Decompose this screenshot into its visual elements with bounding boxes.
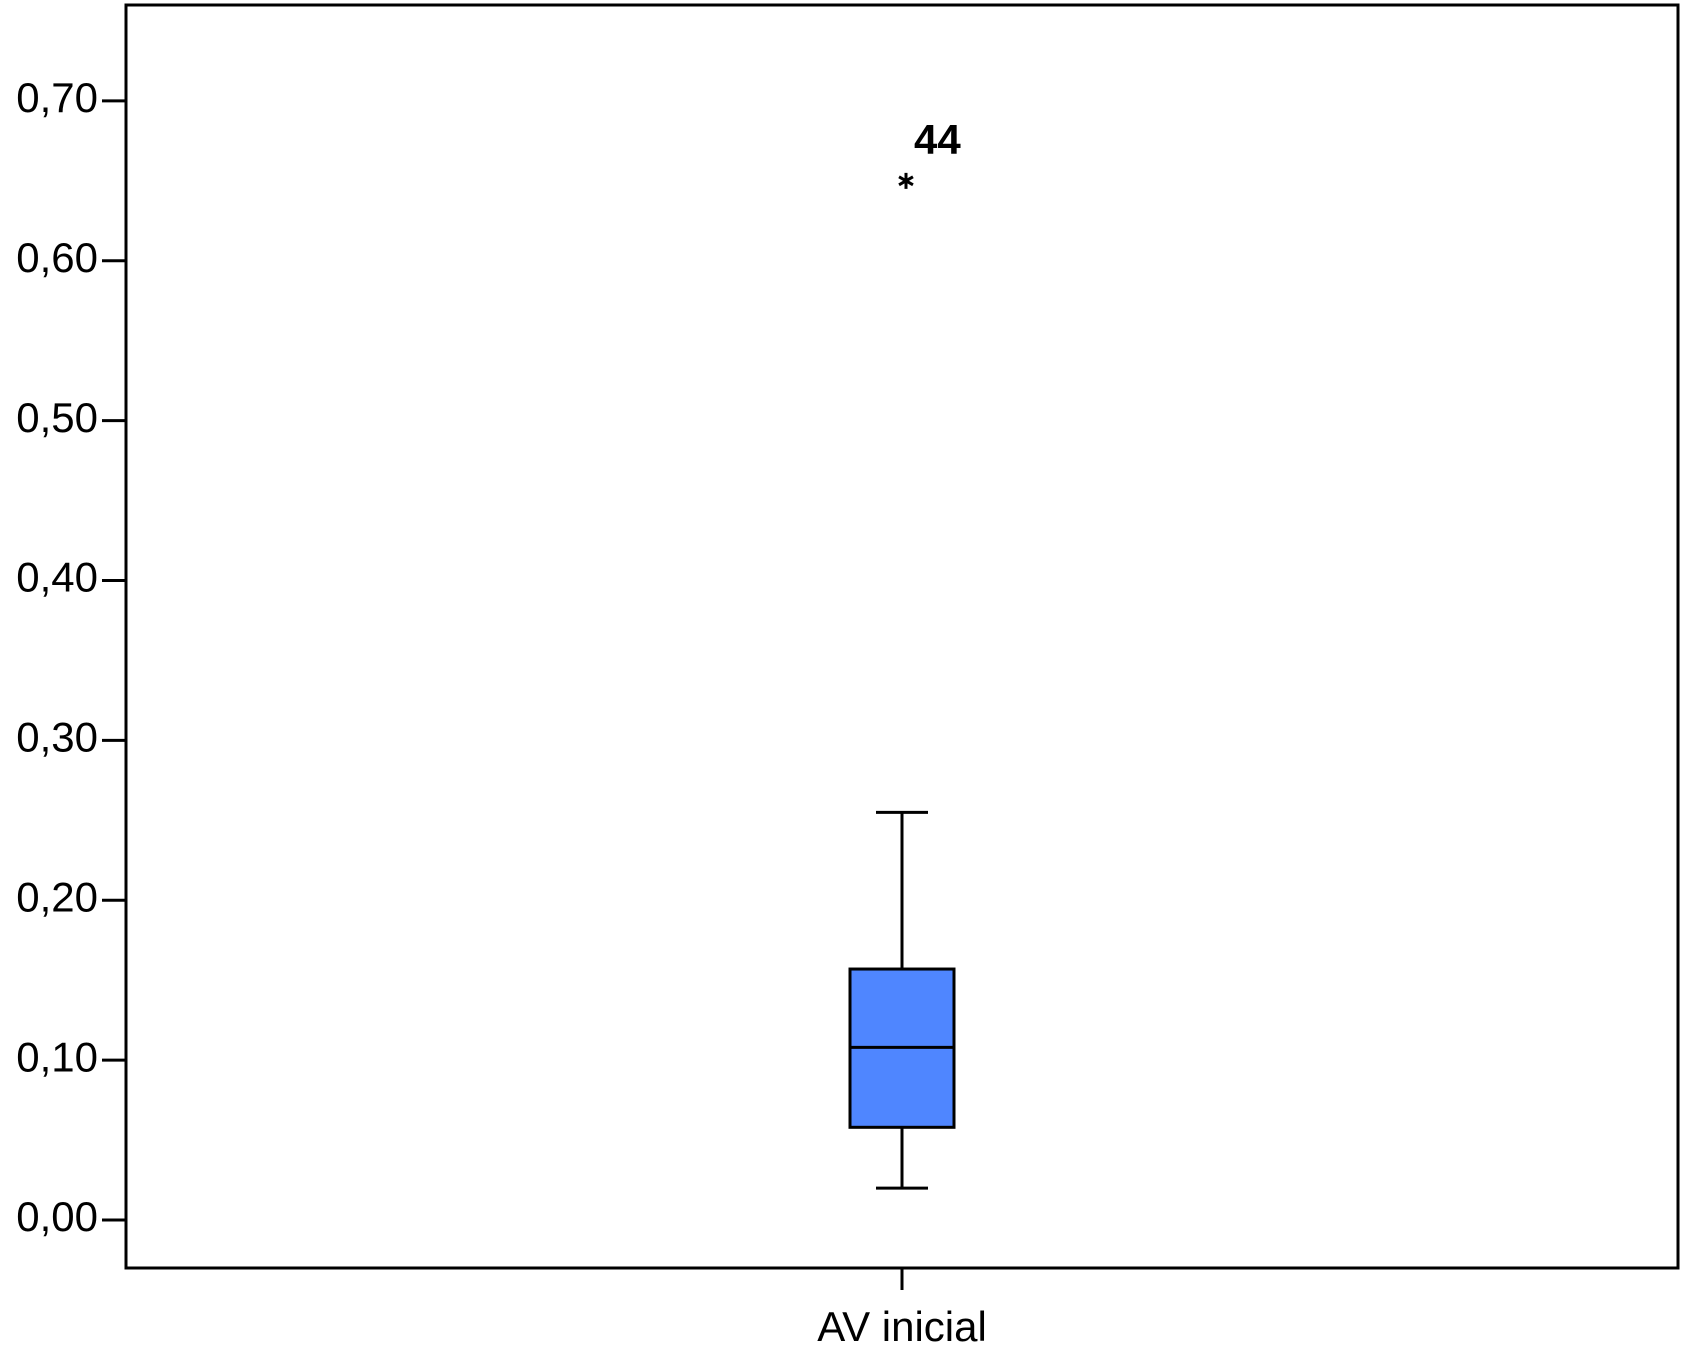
x-tick-label: AV inicial — [817, 1303, 987, 1350]
y-tick-label: 0,20 — [16, 873, 98, 920]
y-tick-label: 0,40 — [16, 554, 98, 601]
y-tick-label: 0,10 — [16, 1033, 98, 1080]
y-tick-label: 0,50 — [16, 394, 98, 441]
y-tick-label: 0,70 — [16, 74, 98, 121]
y-tick-label: 0,00 — [16, 1193, 98, 1240]
outlier — [898, 172, 914, 189]
outlier-label: 44 — [914, 116, 961, 163]
y-tick-label: 0,60 — [16, 234, 98, 281]
y-tick-label: 0,30 — [16, 714, 98, 761]
